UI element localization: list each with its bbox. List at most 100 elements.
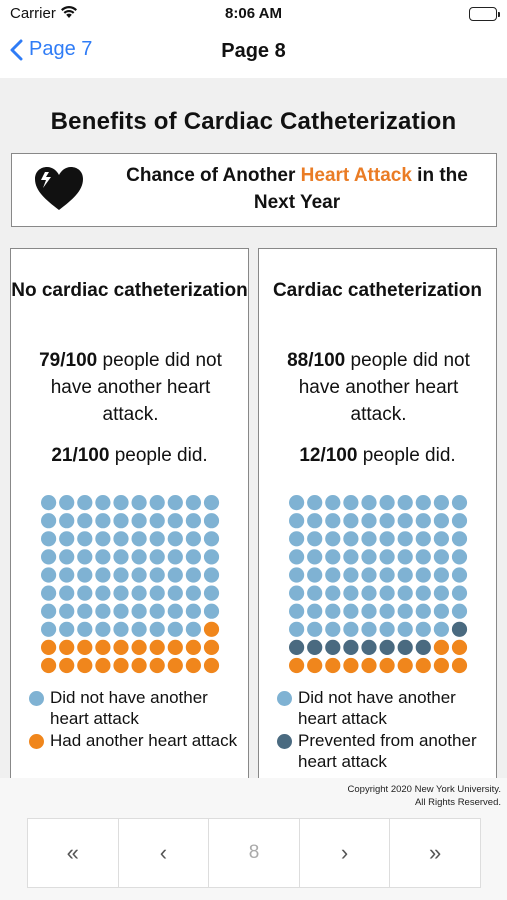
dot-not-affected bbox=[307, 531, 323, 547]
legend-label: Prevented from another heart attack bbox=[298, 731, 477, 771]
dot-prevented bbox=[397, 639, 413, 655]
dot-not-affected bbox=[41, 531, 57, 547]
dot-prevented bbox=[415, 639, 431, 655]
dot-not-affected bbox=[95, 495, 111, 511]
card-stat-secondary: 21/100 people did. bbox=[11, 445, 248, 467]
dot-not-affected bbox=[77, 603, 93, 619]
dot-not-affected bbox=[167, 603, 183, 619]
dot-not-affected bbox=[397, 549, 413, 565]
copyright-line: Copyright 2020 New York University. bbox=[347, 784, 501, 795]
dot-not-affected bbox=[41, 621, 57, 637]
dot-not-affected bbox=[95, 513, 111, 529]
dot-not-affected bbox=[361, 495, 377, 511]
dot-not-affected bbox=[95, 621, 111, 637]
dot-not-affected bbox=[379, 495, 395, 511]
back-button[interactable]: Page 7 bbox=[10, 38, 92, 61]
last-page-button[interactable]: » bbox=[429, 840, 442, 865]
dot-not-affected bbox=[185, 621, 201, 637]
banner-prefix: Chance of Another bbox=[126, 165, 301, 186]
dot-not-affected bbox=[131, 549, 147, 565]
dot-not-affected bbox=[289, 621, 305, 637]
dot-not-affected bbox=[113, 585, 129, 601]
dot-affected bbox=[77, 657, 93, 674]
dot-not-affected bbox=[325, 585, 341, 601]
chevron-left-icon bbox=[10, 39, 23, 60]
dot-not-affected bbox=[433, 585, 449, 601]
heart-icon bbox=[34, 166, 84, 217]
dot-prevented bbox=[289, 639, 305, 655]
dot-not-affected bbox=[131, 513, 147, 529]
dot-not-affected bbox=[325, 513, 341, 529]
dot-not-affected bbox=[149, 567, 165, 583]
legend-item: Prevented from another heart attack bbox=[277, 730, 491, 772]
dot-not-affected bbox=[451, 549, 468, 565]
previous-page-button[interactable]: ‹ bbox=[119, 819, 210, 887]
clock: 8:06 AM bbox=[225, 5, 282, 22]
dot-affected bbox=[451, 639, 468, 655]
dot-not-affected bbox=[415, 567, 431, 583]
dot-not-affected bbox=[325, 603, 341, 619]
dot-not-affected bbox=[289, 531, 305, 547]
dot-prevented bbox=[379, 639, 395, 655]
dot-not-affected bbox=[167, 585, 183, 601]
dot-not-affected bbox=[185, 495, 201, 511]
dot-not-affected bbox=[361, 549, 377, 565]
dot-not-affected bbox=[415, 585, 431, 601]
card-catheterization: Cardiac catheterization 88/100 people di… bbox=[258, 248, 497, 778]
dot-not-affected bbox=[149, 531, 165, 547]
dot-not-affected bbox=[113, 513, 129, 529]
dot-affected bbox=[41, 639, 57, 655]
legend-label: Did not have another heart attack bbox=[298, 688, 456, 728]
next-page-button[interactable]: › bbox=[300, 819, 391, 887]
dot-affected bbox=[185, 639, 201, 655]
card-title: No cardiac catheterization bbox=[11, 280, 248, 301]
dot-not-affected bbox=[113, 567, 129, 583]
dot-affected bbox=[451, 657, 468, 674]
stat-strong: 88/100 bbox=[287, 350, 346, 371]
dot-not-affected bbox=[361, 585, 377, 601]
dot-not-affected bbox=[451, 567, 468, 583]
dot-not-affected bbox=[379, 513, 395, 529]
dot-not-affected bbox=[131, 567, 147, 583]
dot-not-affected bbox=[77, 531, 93, 547]
dot-not-affected bbox=[379, 531, 395, 547]
dot-affected bbox=[203, 621, 220, 637]
dot-not-affected bbox=[185, 513, 201, 529]
dot-affected bbox=[149, 639, 165, 655]
dot-not-affected bbox=[41, 585, 57, 601]
dot-not-affected bbox=[307, 567, 323, 583]
dot-not-affected bbox=[397, 621, 413, 637]
back-button-label: Page 7 bbox=[29, 38, 93, 60]
carrier-label: Carrier bbox=[10, 5, 56, 22]
first-page-button[interactable]: « bbox=[28, 819, 119, 887]
dot-not-affected bbox=[307, 585, 323, 601]
dot-not-affected bbox=[167, 495, 183, 511]
content-area[interactable]: Benefits of Cardiac Catheterization Chan… bbox=[0, 78, 507, 778]
dot-not-affected bbox=[131, 621, 147, 637]
banner-accent: Heart Attack bbox=[300, 165, 412, 186]
dot-affected bbox=[433, 657, 449, 674]
dot-not-affected bbox=[203, 585, 220, 601]
dot-affected bbox=[167, 657, 183, 674]
dot-not-affected bbox=[397, 495, 413, 511]
dot-not-affected bbox=[433, 621, 449, 637]
dot-not-affected bbox=[41, 513, 57, 529]
dot-not-affected bbox=[59, 585, 75, 601]
dot-not-affected bbox=[433, 513, 449, 529]
copyright: Copyright 2020 New York University. All … bbox=[348, 783, 501, 809]
dot-affected bbox=[131, 639, 147, 655]
dot-not-affected bbox=[361, 567, 377, 583]
dot-not-affected bbox=[77, 621, 93, 637]
dot-not-affected bbox=[149, 495, 165, 511]
dot-not-affected bbox=[343, 621, 359, 637]
dot-not-affected bbox=[361, 531, 377, 547]
dot-not-affected bbox=[59, 495, 75, 511]
dot-not-affected bbox=[415, 531, 431, 547]
dot-affected bbox=[203, 657, 220, 674]
legend-item: Did not have another heart attack bbox=[29, 687, 243, 729]
dot-not-affected bbox=[379, 621, 395, 637]
dot-not-affected bbox=[289, 603, 305, 619]
dot-affected bbox=[433, 639, 449, 655]
dot-not-affected bbox=[397, 531, 413, 547]
dot-prevented bbox=[343, 639, 359, 655]
